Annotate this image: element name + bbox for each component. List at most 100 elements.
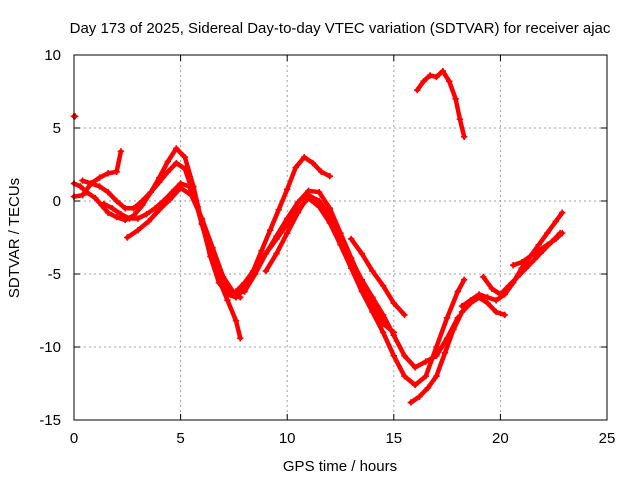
data-point-marker <box>484 294 491 301</box>
plot-frame <box>73 54 608 421</box>
data-point-marker <box>273 235 280 243</box>
data-point-marker <box>390 300 397 307</box>
data-point-marker <box>198 215 206 222</box>
data-point-marker <box>416 393 423 400</box>
y-axis-label: SDTVAR / TECUs <box>6 178 23 298</box>
data-point-marker <box>79 191 86 199</box>
x-axis-label: GPS time / hours <box>283 458 397 475</box>
data-point-marker <box>518 259 525 266</box>
data-point-marker <box>450 326 457 333</box>
data-point-marker <box>318 168 325 175</box>
data-point-marker <box>124 234 131 241</box>
data-point-marker <box>252 264 259 272</box>
data-point-marker <box>441 349 449 357</box>
data-point-marker <box>337 232 344 240</box>
data-point-marker <box>433 73 440 81</box>
data-point-marker <box>104 189 112 196</box>
data-point-marker <box>411 381 419 389</box>
data-point-marker <box>433 373 440 380</box>
data-point-marker <box>509 262 517 269</box>
data-point-marker <box>531 256 538 263</box>
data-point-marker <box>488 285 496 292</box>
data-point-marker <box>232 317 240 324</box>
data-point-marker <box>443 314 451 321</box>
data-point-marker <box>156 178 163 186</box>
data-point-marker <box>552 218 560 225</box>
data-point-marker <box>458 302 466 310</box>
data-point-marker <box>492 297 500 304</box>
data-point-marker <box>294 199 302 206</box>
data-point-marker <box>358 288 366 295</box>
data-point-marker <box>452 95 459 102</box>
data-point-marker <box>113 213 120 221</box>
x-tick-label: 20 <box>492 430 509 447</box>
data-point-marker <box>522 264 530 272</box>
data-point-marker <box>121 205 129 212</box>
data-point-marker <box>113 168 120 175</box>
data-point-marker <box>458 308 466 316</box>
x-tick-label: 5 <box>176 430 184 447</box>
data-point-marker <box>151 205 159 212</box>
data-point-marker <box>224 297 231 304</box>
data-point-marker <box>369 267 376 275</box>
chart-title: Day 173 of 2025, Sidereal Day-to-day VTE… <box>70 20 611 37</box>
data-point-marker <box>164 158 172 165</box>
data-point-marker <box>390 352 397 359</box>
data-point-marker <box>185 183 193 190</box>
data-traces <box>70 67 566 406</box>
data-point-marker <box>275 206 282 213</box>
data-point-marker <box>407 399 415 406</box>
data-point-marker <box>145 218 152 225</box>
data-point-marker <box>130 205 137 212</box>
data-point-marker <box>143 210 150 218</box>
y-tick-label: -5 <box>48 266 61 283</box>
data-point-marker <box>96 174 103 181</box>
data-point-marker <box>484 300 491 307</box>
data-point-marker <box>358 250 366 257</box>
data-point-marker <box>262 250 270 257</box>
data-point-marker <box>414 86 421 94</box>
data-point-marker <box>326 212 334 219</box>
data-point-marker <box>480 273 487 281</box>
data-point-marker <box>134 227 142 234</box>
data-point-marker <box>241 288 248 295</box>
data-point-marker <box>401 352 408 359</box>
data-point-marker <box>535 247 542 254</box>
data-point-marker <box>177 184 184 192</box>
data-point-marker <box>390 332 397 339</box>
data-point-marker <box>505 282 513 289</box>
data-point-marker <box>139 197 146 205</box>
data-point-marker <box>422 358 429 365</box>
data-point-marker <box>559 209 566 216</box>
data-point-marker <box>237 335 244 342</box>
data-point-marker <box>209 244 216 251</box>
data-point-marker <box>181 154 189 161</box>
data-point-marker <box>284 186 291 193</box>
data-point-marker <box>369 308 376 316</box>
data-point-marker <box>401 311 408 319</box>
x-tick-label: 0 <box>70 430 78 447</box>
data-point-marker <box>266 227 274 234</box>
x-tick-label: 10 <box>279 430 296 447</box>
data-point-marker <box>117 148 125 155</box>
y-tick-label: 5 <box>53 120 61 137</box>
x-tick-label: 25 <box>599 430 616 447</box>
data-point-marker <box>347 256 355 263</box>
data-point-marker <box>104 170 112 177</box>
data-point-marker <box>164 168 172 175</box>
data-point-marker <box>446 78 453 85</box>
data-point-marker <box>166 196 174 203</box>
data-point-marker <box>420 78 427 85</box>
data-point-marker <box>411 364 419 371</box>
data-point-marker <box>294 209 302 216</box>
data-point-marker <box>181 165 189 173</box>
trace-arc-3 <box>80 160 243 341</box>
data-point-marker <box>156 206 163 213</box>
data-point-marker <box>220 273 227 281</box>
x-tick-label: 15 <box>385 430 402 447</box>
data-point-marker <box>492 308 500 316</box>
data-point-marker <box>241 279 248 286</box>
data-point-marker <box>173 159 180 167</box>
data-point-marker <box>460 133 468 140</box>
data-point-marker <box>96 183 103 190</box>
